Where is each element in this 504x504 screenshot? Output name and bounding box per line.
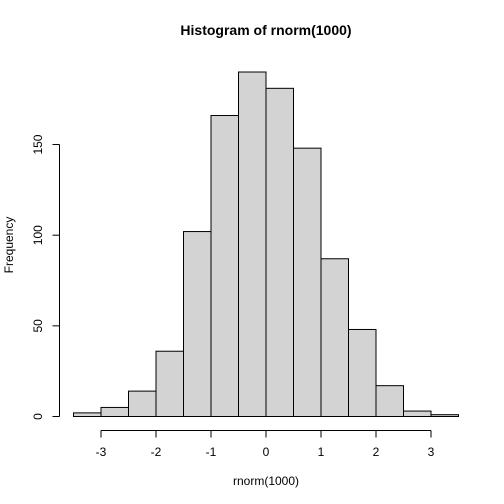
histogram-bar xyxy=(265,87,294,417)
y-tick-label: 100 xyxy=(31,225,45,245)
x-tick-label: -2 xyxy=(151,445,162,459)
y-tick-label: 50 xyxy=(31,319,45,333)
x-tick-label: 0 xyxy=(263,445,270,459)
histogram-bar xyxy=(238,71,267,417)
x-tick-label: 3 xyxy=(428,445,435,459)
histogram-bar xyxy=(155,350,184,417)
histogram-bar xyxy=(403,410,432,417)
x-tick-label: -3 xyxy=(96,445,107,459)
chart-title: Histogram of rnorm(1000) xyxy=(180,22,351,38)
bars-group xyxy=(73,71,459,418)
histogram-bar xyxy=(320,258,349,417)
histogram-bar xyxy=(375,385,404,418)
histogram-bar xyxy=(430,414,459,417)
x-axis: -3 -2 -1 0 1 2 3 xyxy=(96,430,435,459)
histogram-bar xyxy=(73,412,102,418)
y-tick-label: 0 xyxy=(31,413,45,420)
y-tick-label: 150 xyxy=(31,134,45,154)
x-tick-label: -1 xyxy=(206,445,217,459)
histogram-bar xyxy=(293,147,322,418)
y-axis-label: Frequency xyxy=(2,217,16,274)
histogram-bar xyxy=(210,115,239,418)
x-tick-label: 1 xyxy=(318,445,325,459)
y-axis: 0 50 100 150 xyxy=(31,134,60,420)
histogram-bar xyxy=(183,231,212,417)
histogram-bar xyxy=(348,328,377,417)
histogram-bar xyxy=(128,390,157,417)
histogram-bar xyxy=(100,406,129,417)
x-tick-label: 2 xyxy=(373,445,380,459)
x-axis-label: rnorm(1000) xyxy=(233,474,299,488)
